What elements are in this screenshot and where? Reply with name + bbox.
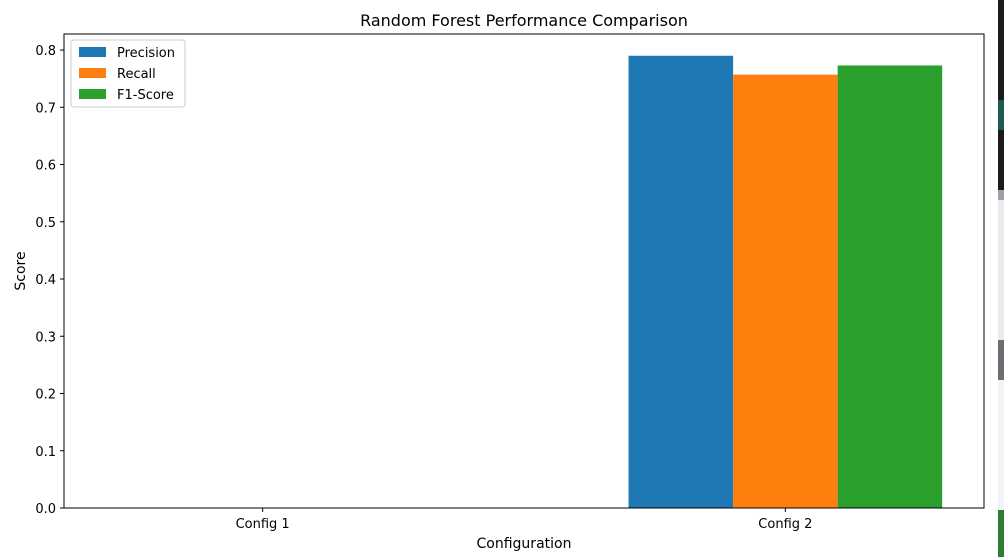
right-edge-strip xyxy=(998,0,1004,557)
legend-swatch-recall xyxy=(79,68,106,78)
legend-items: Precision Recall F1-Score xyxy=(79,46,175,103)
x-tick-label: Config 1 xyxy=(236,517,290,532)
bar-precision-config-2 xyxy=(628,55,734,508)
legend-label-f1-score: F1-Score xyxy=(117,88,174,103)
y-tick-label: 0.3 xyxy=(35,330,56,345)
x-tick-label: Config 2 xyxy=(758,517,812,532)
y-tick-label: 0.1 xyxy=(35,445,56,460)
y-tick-label: 0.6 xyxy=(35,159,56,174)
y-tick-label: 0.5 xyxy=(35,216,56,231)
x-axis-label: Configuration xyxy=(477,536,572,552)
legend: Precision Recall F1-Score xyxy=(70,39,186,108)
plot-frame xyxy=(63,33,985,509)
legend-label-recall: Recall xyxy=(117,67,156,82)
legend-label-precision: Precision xyxy=(117,46,175,61)
y-tick-label: 0.8 xyxy=(35,44,56,59)
x-axis: Config 1 Config 2 xyxy=(236,508,812,532)
y-tick-label: 0.0 xyxy=(35,502,56,517)
bars-layer xyxy=(628,55,943,508)
y-tick-label: 0.4 xyxy=(35,273,56,288)
legend-swatch-precision xyxy=(79,47,106,57)
y-axis: 0.0 0.1 0.2 0.3 0.4 0.5 0.6 0.7 0.8 xyxy=(35,44,64,517)
chart-title: Random Forest Performance Comparison xyxy=(360,11,688,30)
y-tick-label: 0.7 xyxy=(35,101,56,116)
y-axis-label: Score xyxy=(13,251,29,290)
y-tick-label: 0.2 xyxy=(35,388,56,403)
bar-recall-config-2 xyxy=(733,74,838,508)
legend-swatch-f1-score xyxy=(79,89,106,99)
bar-f1-score-config-2 xyxy=(837,65,943,508)
